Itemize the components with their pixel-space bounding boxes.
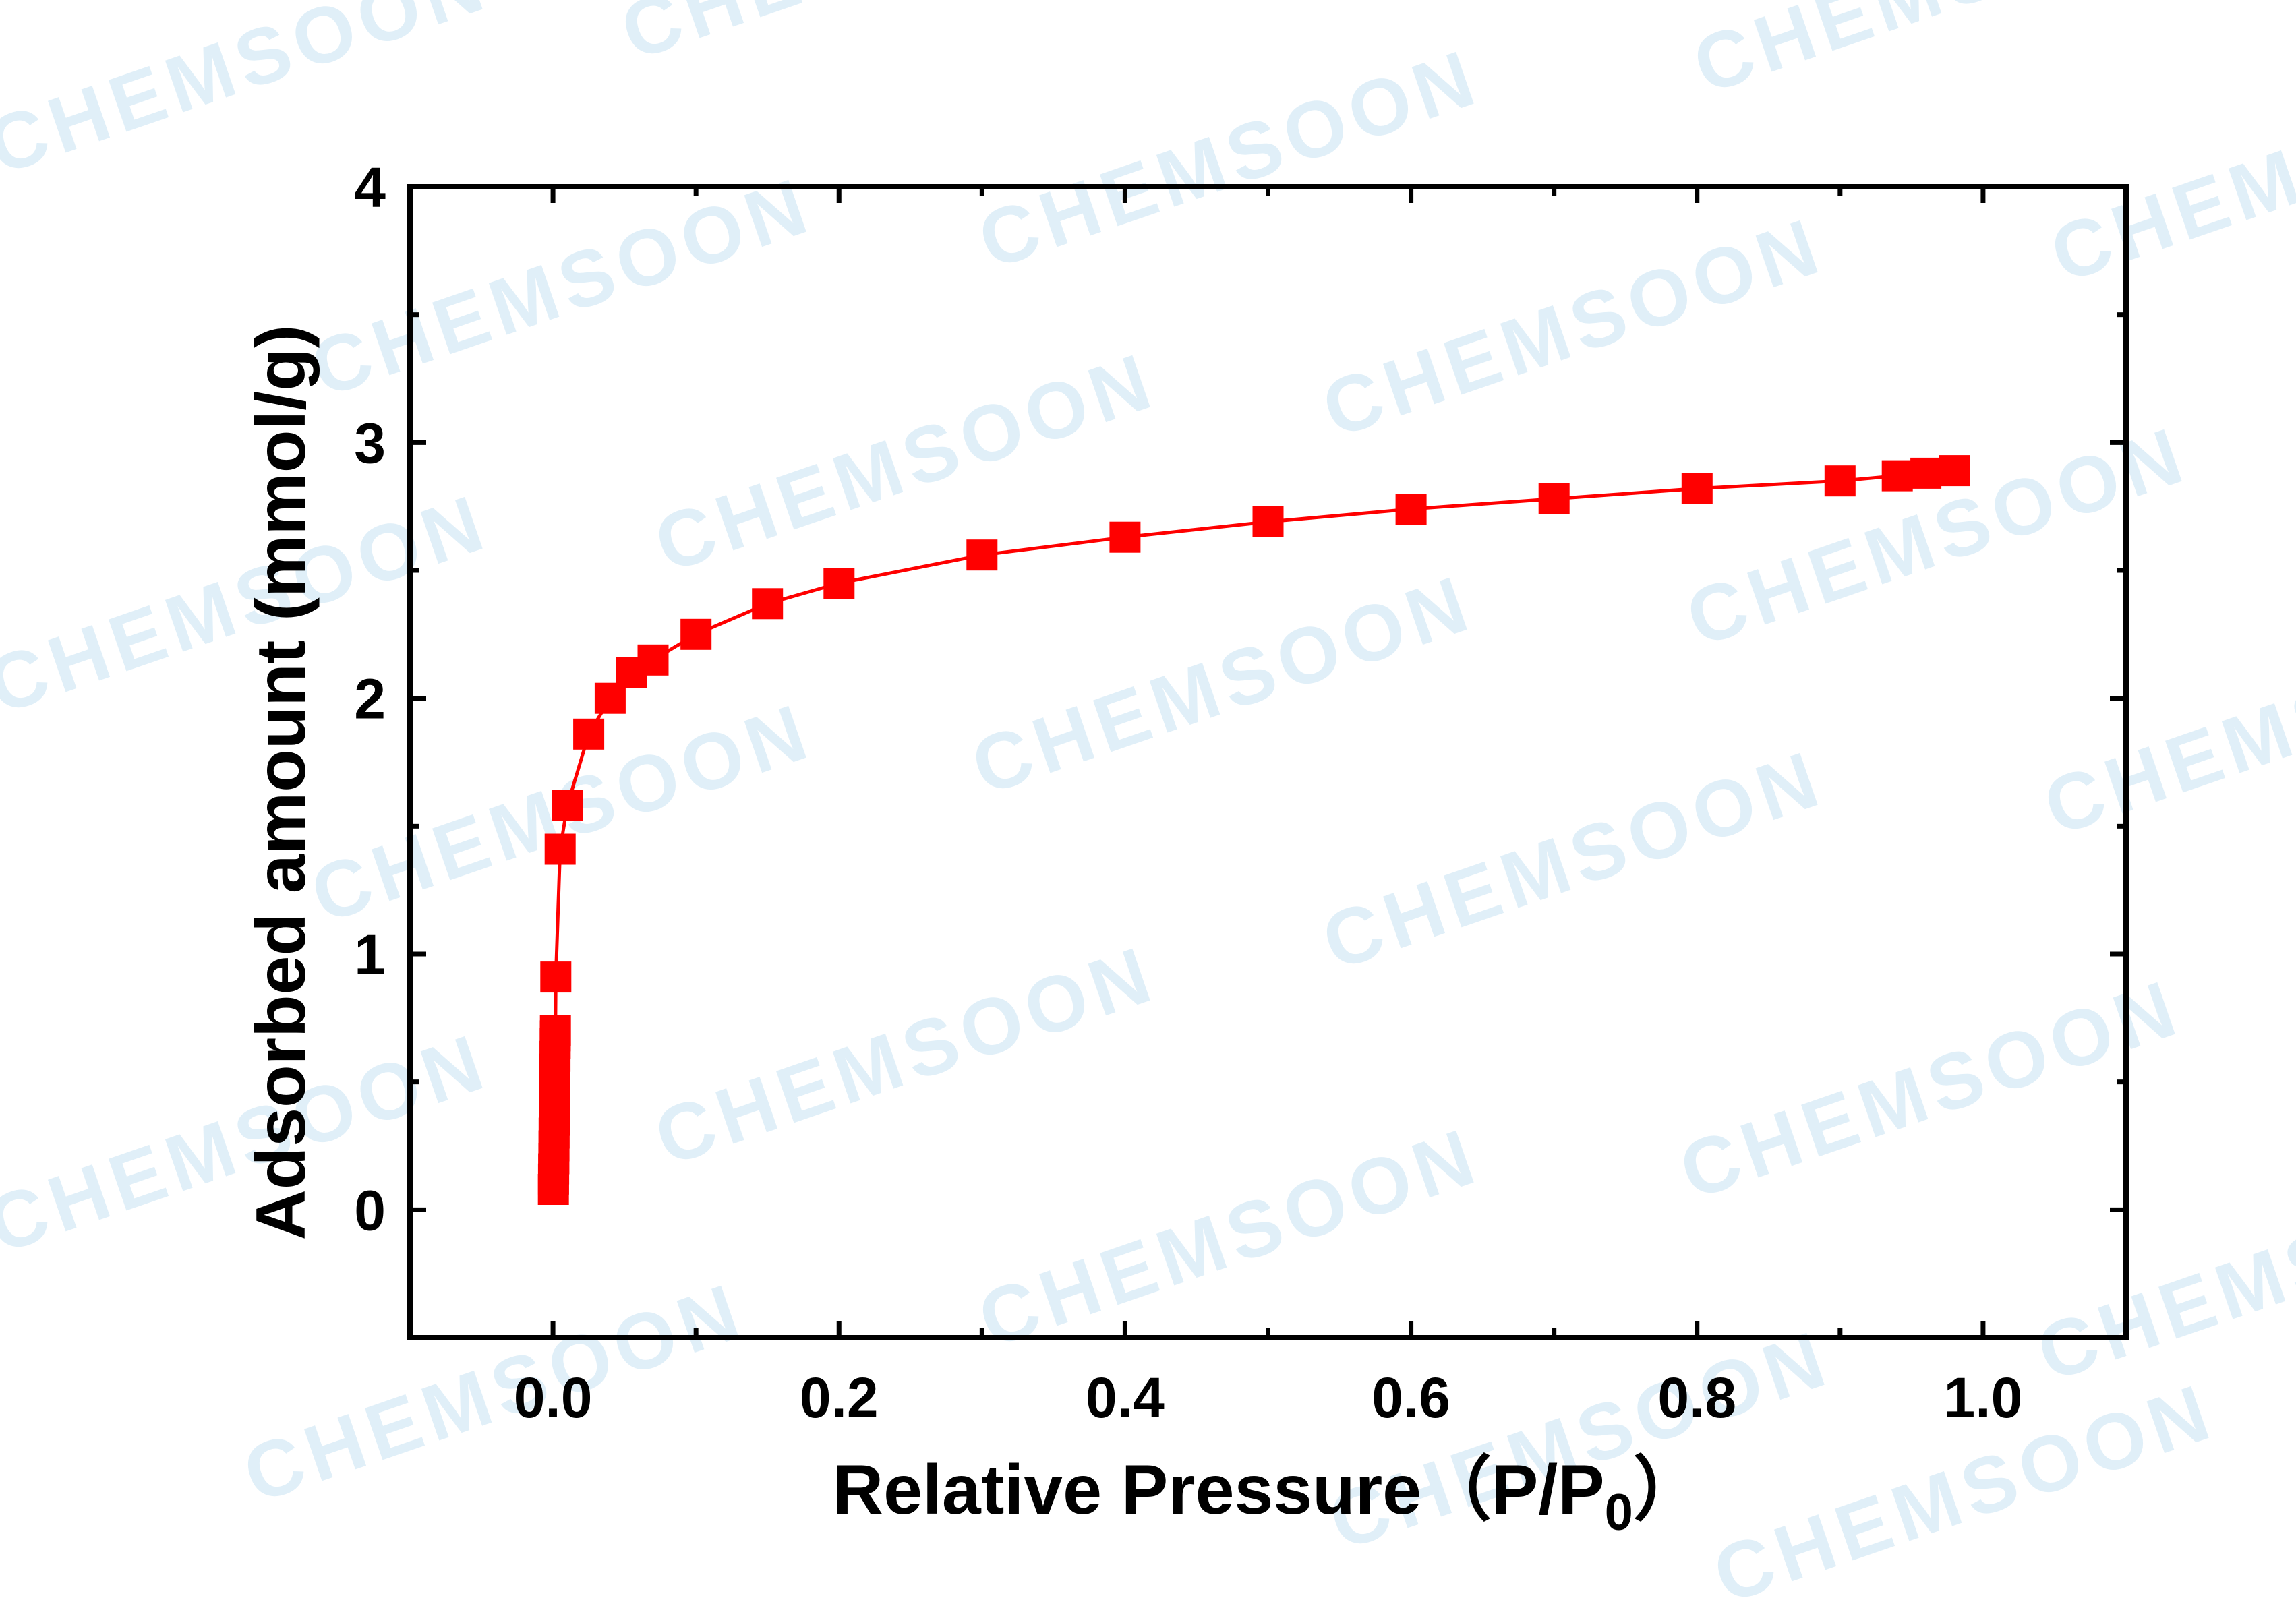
data-point	[1109, 522, 1140, 553]
data-point	[1253, 506, 1284, 537]
x-tick-label: 0.2	[800, 1366, 879, 1429]
data-point	[540, 961, 571, 992]
x-tick-label: 0.8	[1657, 1366, 1736, 1429]
data-point	[966, 539, 997, 570]
x-tick-label: 0.0	[514, 1366, 593, 1429]
data-point	[1882, 461, 1913, 492]
y-tick-label: 2	[354, 667, 386, 731]
data-point	[1910, 458, 1941, 489]
data-point	[823, 568, 854, 599]
data-point	[1825, 465, 1856, 496]
data-point	[573, 719, 604, 750]
data-point	[552, 790, 583, 821]
data-point	[752, 588, 783, 619]
data-point	[638, 645, 669, 676]
x-tick-label: 1.0	[1944, 1366, 2023, 1429]
chart-background	[0, 0, 2296, 1604]
data-point	[1539, 483, 1570, 514]
data-point	[545, 834, 576, 865]
data-point	[680, 619, 711, 650]
y-tick-label: 4	[354, 156, 386, 219]
y-tick-label: 0	[354, 1179, 386, 1242]
y-tick-label: 3	[354, 411, 386, 475]
x-axis-title-main: Relative Pressure（P/P	[833, 1451, 1605, 1529]
x-axis-title-subscript: 0	[1605, 1484, 1633, 1541]
x-tick-label: 0.6	[1372, 1366, 1450, 1429]
isotherm-chart: CHEMSOONCHEMSOONCHEMSOON CHEMSOONCHEMSOON…	[0, 0, 2296, 1604]
x-axis-title: Relative Pressure（P/P0）	[833, 1451, 1703, 1541]
data-point	[540, 1015, 571, 1046]
y-tick-label: 1	[354, 923, 386, 986]
x-tick-label: 0.4	[1086, 1366, 1165, 1429]
x-axis-title-close: ）	[1633, 1451, 1703, 1529]
y-axis-title: Adsorbed amount (mmol/g)	[242, 325, 320, 1241]
data-point	[1939, 455, 1970, 486]
data-point	[1682, 473, 1713, 504]
data-point	[1396, 494, 1427, 525]
